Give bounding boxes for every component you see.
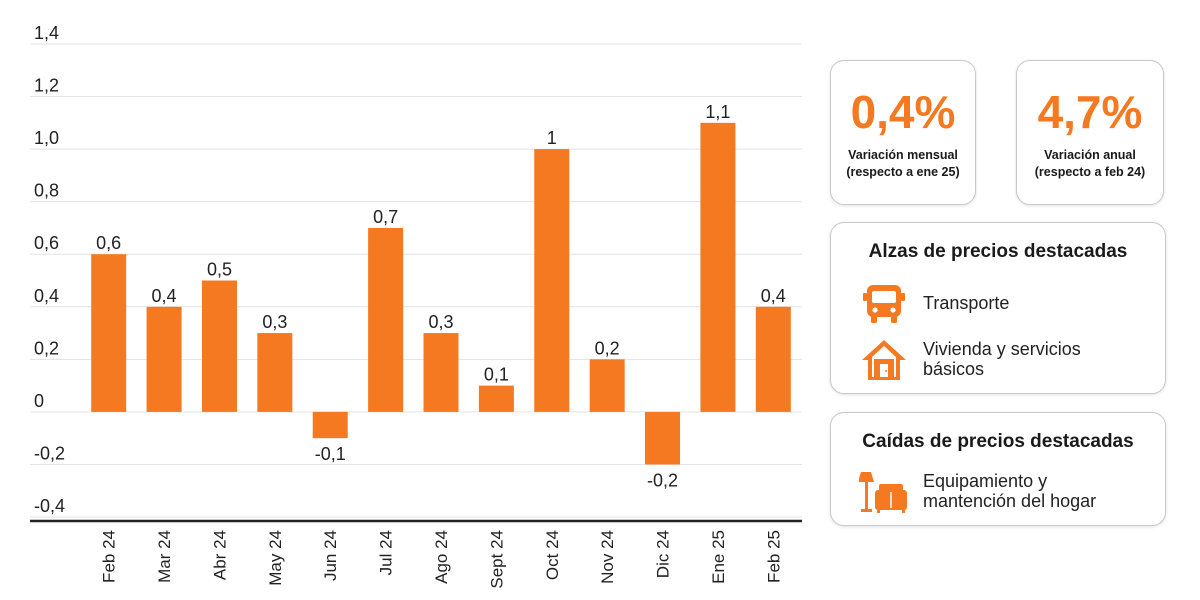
kpi-monthly-card: 0,4% Variación mensual (respecto a ene 2… [830, 60, 976, 205]
bar [423, 333, 459, 412]
alzas-item-transporte: Transporte [859, 281, 1009, 327]
caidas-item-label-line1: Equipamiento y [923, 471, 1048, 492]
data-label: 0,6 [96, 233, 121, 253]
x-tick-label: Jul 24 [377, 530, 396, 575]
y-tick-label: -0,4 [34, 496, 65, 516]
kpi-monthly-value: 0,4% [850, 86, 956, 138]
bar [146, 306, 182, 412]
caidas-item-label-line2: mantención del hogar [923, 491, 1097, 511]
data-label: 0,3 [428, 312, 453, 332]
alzas-title: Alzas de precios destacadas [868, 241, 1128, 262]
alzas-item-label: Vivienda y servicios básicos [923, 339, 1081, 380]
alzas-item-label-line1: Vivienda y servicios [923, 339, 1081, 360]
x-tick-label: Ago 24 [432, 530, 451, 584]
data-label: 0,2 [595, 338, 620, 358]
caidas-title: Caídas de precios destacadas [862, 431, 1134, 452]
y-tick-label: 0 [34, 391, 44, 411]
bar [589, 359, 625, 412]
x-tick-label: Ene 25 [709, 530, 728, 584]
y-axis-ticks: 1,4 1,2 1,0 0,8 0,6 0,4 0,2 0 -0,2 -0,4 [34, 23, 65, 516]
data-label: -0,1 [315, 444, 346, 464]
bar [755, 306, 791, 412]
data-label: 0,4 [152, 286, 177, 306]
bus-icon [859, 281, 909, 327]
y-tick-label: 0,6 [34, 233, 59, 253]
x-tick-label: Oct 24 [543, 530, 562, 580]
kpi-annual-value: 4,7% [1037, 86, 1143, 138]
bar [478, 385, 514, 412]
kpi-monthly-label: Variación mensual [848, 148, 958, 162]
kpi-annual-sub: (respecto a feb 24) [1034, 164, 1146, 179]
bar-chart: 1,4 1,2 1,0 0,8 0,6 0,4 0,2 0 -0,2 -0,4 0,6 0,4 0,5… [30, 23, 802, 589]
furniture-icon [859, 469, 909, 515]
kpi-annual-card: 4,7% Variación anual (respecto a feb 24) [1016, 60, 1164, 205]
bar [700, 122, 736, 412]
data-label: 0,7 [373, 207, 398, 227]
y-tick-label: 1,4 [34, 23, 59, 43]
x-tick-label: Jun 24 [321, 530, 340, 581]
y-tick-label: 1,2 [34, 76, 59, 96]
data-label: 0,3 [262, 312, 287, 332]
alzas-item-label: Transporte [923, 293, 1010, 314]
x-tick-label: Abr 24 [210, 530, 229, 580]
data-label: 1,1 [705, 102, 730, 122]
kpi-monthly-sub: (respecto a ene 25) [846, 164, 960, 179]
bar [312, 411, 348, 439]
gridlines [30, 43, 802, 518]
house-icon [859, 337, 909, 383]
bar [645, 411, 681, 465]
kpi-annual-label: Variación anual [1044, 148, 1136, 162]
bar [257, 333, 293, 412]
caidas-item-label: Equipamiento y mantención del hogar [923, 471, 1097, 512]
data-label: 0,5 [207, 260, 232, 280]
alzas-panel: Alzas de precios destacadas Transporte [830, 222, 1166, 394]
bar [201, 280, 237, 412]
x-tick-label: Feb 25 [764, 530, 783, 583]
caidas-panel: Caídas de precios destacadas Equipamient… [830, 412, 1166, 526]
y-tick-label: -0,2 [34, 443, 65, 463]
y-tick-label: 0,8 [34, 181, 59, 201]
data-label: 0,1 [484, 365, 509, 385]
x-axis-categories: Feb 24 Mar 24 Abr 24 May 24 Jun 24 Jul 24 Ago … [100, 530, 784, 589]
data-label: 0,4 [761, 286, 786, 306]
x-tick-label: Feb 24 [100, 530, 119, 583]
bars [91, 122, 791, 465]
caidas-item-equipamiento: Equipamiento y mantención del hogar [859, 469, 1096, 515]
data-labels: 0,6 0,4 0,5 0,3 -0,1 0,7 0,3 0,1 1 0,2 -0,2 1,1 0,4 [96, 102, 786, 491]
y-tick-label: 1,0 [34, 128, 59, 148]
x-tick-label: May 24 [266, 530, 285, 586]
alzas-item-label-line2: básicos [923, 359, 985, 379]
x-tick-label: Nov 24 [598, 530, 617, 584]
x-tick-label: Sept 24 [487, 530, 506, 589]
alzas-item-vivienda: Vivienda y servicios básicos [859, 337, 1081, 383]
x-tick-label: Dic 24 [654, 530, 673, 578]
bar [534, 149, 570, 412]
data-label: -0,2 [647, 470, 678, 490]
bar [368, 227, 404, 412]
x-tick-label: Mar 24 [155, 530, 174, 583]
bar [91, 254, 127, 412]
data-label: 1 [547, 128, 557, 148]
y-tick-label: 0,4 [34, 286, 59, 306]
y-tick-label: 0,2 [34, 338, 59, 358]
